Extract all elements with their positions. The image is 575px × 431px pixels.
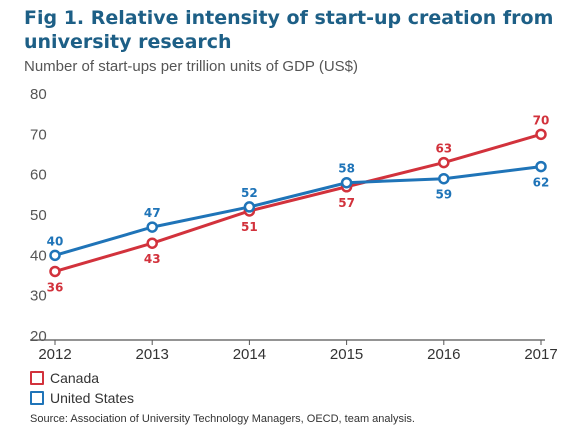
data-point-united-states xyxy=(146,221,158,233)
y-tick-label: 30 xyxy=(30,288,47,305)
series-line-united-states xyxy=(54,165,542,257)
data-point-canada xyxy=(535,128,547,141)
data-label-canada: 43 xyxy=(144,252,161,266)
data-label-united-states: 62 xyxy=(533,176,550,190)
y-tick-label: 40 xyxy=(30,247,47,264)
x-tick-label: 2015 xyxy=(330,346,363,363)
legend-swatch xyxy=(30,391,44,405)
x-tick-label: 2014 xyxy=(233,346,266,363)
chart-subtitle: Number of start-ups per trillion units o… xyxy=(24,58,359,75)
y-tick-label: 50 xyxy=(30,207,47,224)
data-label-canada: 51 xyxy=(241,220,258,234)
y-tick-label: 20 xyxy=(30,328,47,345)
chart-title: Fig 1. Relative intensity of start-up cr… xyxy=(24,7,554,53)
legend-label: Canada xyxy=(50,370,100,386)
data-point-united-states xyxy=(243,201,256,213)
data-point-united-states xyxy=(438,172,450,185)
legend-label: United States xyxy=(50,390,135,406)
data-point-united-states xyxy=(49,249,61,262)
data-point-canada xyxy=(438,156,450,169)
data-point-united-states xyxy=(340,176,353,189)
data-point-canada xyxy=(146,237,158,249)
legend-item-canada: Canada xyxy=(30,368,134,388)
x-tick-label: 2013 xyxy=(136,346,169,363)
data-label-united-states: 40 xyxy=(47,234,64,248)
x-tick-label: 2017 xyxy=(524,346,557,363)
data-point-united-states xyxy=(535,160,547,173)
data-label-canada: 36 xyxy=(47,280,64,294)
data-label-canada: 70 xyxy=(533,113,550,127)
data-point-canada xyxy=(49,265,61,278)
data-label-united-states: 52 xyxy=(241,186,258,200)
source-note: Source: Association of University Techno… xyxy=(30,413,415,425)
legend-item-united-states: United States xyxy=(30,388,134,408)
y-tick-label: 70 xyxy=(30,126,47,143)
y-tick-label: 60 xyxy=(30,167,47,184)
data-label-united-states: 58 xyxy=(338,162,355,176)
data-label-united-states: 59 xyxy=(435,188,452,202)
x-tick-label: 2016 xyxy=(427,346,460,363)
y-tick-label: 80 xyxy=(30,86,47,103)
data-label-canada: 63 xyxy=(435,142,452,156)
legend: Canada United States xyxy=(30,368,134,408)
data-label-united-states: 47 xyxy=(144,206,161,220)
data-label-canada: 57 xyxy=(338,196,355,210)
x-tick-label: 2012 xyxy=(38,346,71,363)
series-line-canada xyxy=(54,132,542,273)
legend-swatch xyxy=(30,371,44,385)
